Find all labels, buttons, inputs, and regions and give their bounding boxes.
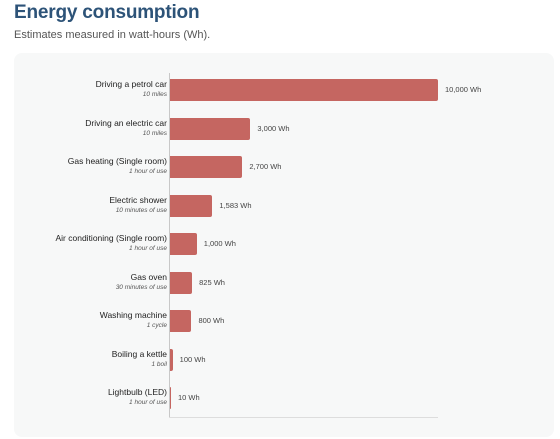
- category-label: Gas oven: [130, 271, 167, 282]
- category-sublabel: 1 boil: [151, 360, 167, 368]
- value-label: 1,000 Wh: [203, 239, 236, 248]
- category-label: Electric shower: [109, 194, 167, 205]
- x-axis-baseline: [169, 417, 438, 418]
- bar: [170, 387, 171, 409]
- bar: [170, 194, 213, 217]
- category-sublabel: 10 miles: [142, 91, 167, 98]
- bar: [170, 79, 438, 101]
- bar: [170, 156, 243, 178]
- bar: [170, 233, 197, 255]
- category-sublabel: 1 hour of use: [129, 168, 167, 175]
- value-label: 10,000 Wh: [445, 85, 482, 94]
- bar: [170, 271, 193, 294]
- chart-subtitle: Estimates measured in watt-hours (Wh).: [14, 29, 211, 41]
- value-label: 10 Wh: [178, 393, 200, 402]
- category-label: Driving an electric car: [85, 117, 167, 128]
- category-sublabel: 30 minutes of use: [115, 283, 167, 291]
- category-sublabel: 1 cycle: [146, 322, 167, 329]
- value-label: 800 Wh: [198, 316, 225, 325]
- chart-card: [14, 53, 554, 437]
- value-label: 3,000 Wh: [257, 123, 290, 133]
- category-label: Boiling a kettle: [111, 348, 167, 359]
- category-sublabel: 1 hour of use: [129, 399, 167, 406]
- category-label: Washing machine: [99, 310, 167, 320]
- category-sublabel: 10 minutes of use: [115, 206, 167, 214]
- category-sublabel: 10 miles: [142, 129, 167, 137]
- value-label: 2,700 Wh: [249, 162, 282, 171]
- bar: [170, 348, 173, 371]
- category-label: Driving a petrol car: [95, 79, 167, 89]
- value-label: 100 Wh: [179, 354, 206, 364]
- category-label: Lightbulb (LED): [107, 387, 167, 397]
- category-label: Gas heating (Single room): [67, 156, 167, 166]
- category-label: Air conditioning (Single room): [55, 233, 168, 243]
- bar: [170, 310, 192, 332]
- category-sublabel: 1 hour of use: [129, 245, 167, 252]
- bar: [170, 117, 251, 140]
- y-axis-line: [169, 73, 170, 417]
- chart-title: Energy consumption: [14, 2, 200, 23]
- value-label: 1,583 Wh: [219, 200, 252, 210]
- value-label: 825 Wh: [199, 277, 225, 287]
